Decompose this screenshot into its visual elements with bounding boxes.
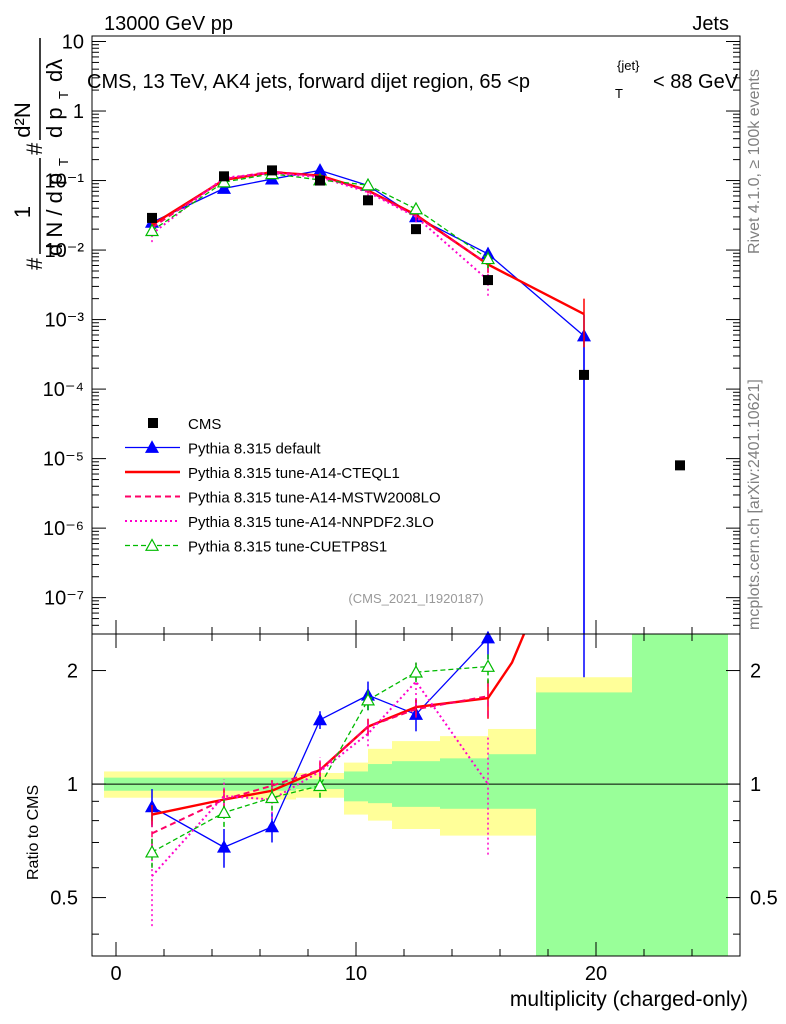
ratio-marker-cuetp8s1 [480,659,496,672]
mcplots-credit: mcplots.cern.ch [arXiv:2401.10621] [746,379,763,630]
energy-label: 13000 GeV pp [104,13,233,35]
cms-marker [147,212,157,223]
x-axis-label: multiplicity (charged-only) [510,988,748,1011]
cms-marker [483,275,493,286]
legend-marker-cuetp8s1 [144,538,160,551]
title-main: CMS, 13 TeV, AK4 jets, forward dijet reg… [87,71,530,93]
y-tick-label: 10⁻⁷ [44,588,84,610]
category-label: Jets [692,13,729,35]
title-end: < 88 GeV [653,71,739,93]
band-green [632,634,728,956]
ylabel-t: T [56,158,71,166]
main-marker-cuetp8s1 [480,251,496,265]
title-subscript: T [615,86,623,101]
band-green [488,754,536,809]
ratio-marker-cuetp8s1 [216,805,232,819]
legend-marker-default [144,440,160,453]
main-x-axis [115,620,693,634]
legend-label-cms: CMS [188,416,221,433]
main-line-cuetp8s1 [151,173,489,260]
ratio-marker-default [312,712,328,726]
main-y-axis-label: # 1 d N / d p T # d²N d p T dλ [10,38,71,270]
y-tick-label: 10⁻⁴ [43,379,84,401]
ratio-y-tick-label: 0.5 [50,888,78,910]
cms-marker [579,369,589,380]
y-tick-label: 10⁻¹ [45,171,85,193]
cms-marker [267,165,277,176]
main-line-default [151,169,585,337]
ratio-marker-cuetp8s1 [312,778,328,792]
ratio-panel: 0.5 0.5 1 1 2 2 0 10 20 [50,630,778,985]
main-data-layer [144,163,685,946]
analysis-id: (CMS_2021_I1920187) [348,591,483,606]
main-panel: 10 1 10⁻¹ 10⁻² 10⁻³ 10⁻⁴ 10⁻⁵ 10⁻⁶ 10⁻⁷ [43,32,741,946]
main-marker-default [216,181,232,194]
x-tick-label: 20 [585,963,607,985]
ratio-marker-cuetp8s1 [264,790,280,804]
main-line-nnpdf [151,172,489,281]
band-green [440,758,488,809]
rivet-version-note: Rivet 4.1.0, ≥ 100k events [746,69,763,254]
legend-label-mstw: Pythia 8.315 tune-A14-MSTW2008LO [188,490,441,507]
ratio-marker-cuetp8s1 [144,844,160,858]
ratio-marker-default [216,839,232,853]
main-y-axis: 10 1 10⁻¹ 10⁻² 10⁻³ 10⁻⁴ 10⁻⁵ 10⁻⁶ 10⁻⁷ [43,32,740,635]
ratio-y-tick-label: 1 [67,774,78,796]
ylabel-one: 1 [10,206,35,218]
ratio-y-axis: 0.5 0.5 1 1 2 2 [50,661,778,935]
title-superscript: {jet} [617,58,640,73]
y-tick-label: 10⁻⁶ [43,518,84,540]
legend-label-default: Pythia 8.315 default [188,441,321,458]
main-marker-cuetp8s1 [360,177,376,191]
ratio-marker-cuetp8s1 [360,692,376,706]
ratio-x-axis: 0 10 20 [110,634,693,985]
ratio-marker-default [264,819,280,833]
x-tick-label: 0 [110,963,121,985]
ylabel-dlam: dλ [42,59,67,82]
ylabel-hash: # [22,142,47,155]
band-green [536,692,632,956]
ratio-y-tick-label-right: 0.5 [750,888,778,910]
ylabel-den: d p [42,107,67,138]
y-tick-label: 10⁻⁵ [43,449,84,471]
cms-marker [315,175,325,186]
main-marker-cuetp8s1 [408,201,424,215]
ylabel-t2: T [56,91,71,99]
legend: CMS Pythia 8.315 default Pythia 8.315 tune… [125,416,441,556]
ratio-frame [91,633,741,957]
main-marker-cuetp8s1 [144,223,160,237]
ratio-y-axis-label: Ratio to CMS [25,785,42,880]
ratio-uncertainty-bands [104,634,728,956]
ylabel-num: d²N [10,102,35,137]
x-tick-label: 10 [345,963,367,985]
ylabel-dn: d N / d p [42,173,67,256]
cms-marker [219,171,229,182]
cms-marker [363,195,373,206]
y-tick-label: 10⁻² [45,240,85,262]
legend-label-cteql1: Pythia 8.315 tune-A14-CTEQL1 [188,465,400,482]
cms-marker [411,224,421,235]
y-tick-label: 10 [62,32,84,54]
legend-label-cuetp8s1: Pythia 8.315 tune-CUETP8S1 [188,539,387,556]
ratio-marker-cuetp8s1 [408,664,424,678]
band-green [344,771,368,802]
legend-label-nnpdf: Pythia 8.315 tune-A14-NNPDF2.3LO [188,514,434,531]
cms-marker [675,460,685,471]
ratio-y-tick-label: 2 [67,661,78,683]
y-tick-label: 10⁻³ [45,310,85,332]
ratio-data-layer [144,630,526,927]
main-marker-cuetp8s1 [216,174,232,188]
ratio-y-tick-label-right: 2 [750,661,761,683]
y-tick-label: 1 [73,101,84,123]
ratio-line-mstw [151,695,489,835]
legend-marker-cms [148,418,158,428]
ratio-y-tick-label-right: 1 [750,774,761,796]
plot-title: CMS, 13 TeV, AK4 jets, forward dijet reg… [87,58,739,101]
ratio-marker-default [480,630,496,644]
ylabel-prefix: # [22,257,47,270]
